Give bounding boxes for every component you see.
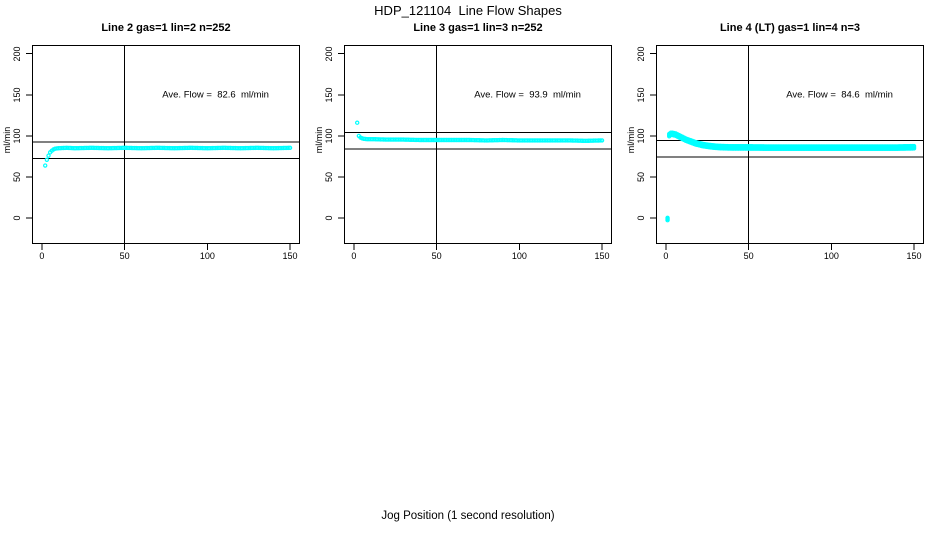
data-point bbox=[911, 146, 917, 151]
y-tick-label: 0 bbox=[12, 215, 22, 221]
y-tick-label: 50 bbox=[324, 172, 334, 183]
y-tick-label: 0 bbox=[636, 215, 646, 221]
x-tick-label: 50 bbox=[743, 251, 754, 261]
x-tick-label: 50 bbox=[431, 251, 442, 261]
panel-title: Line 3 gas=1 lin=3 n=252 bbox=[413, 22, 543, 34]
x-tick-label: 50 bbox=[119, 251, 130, 261]
panel-title: Line 2 gas=1 lin=2 n=252 bbox=[101, 22, 231, 34]
y-tick-label: 50 bbox=[636, 172, 646, 183]
plot-area-svg bbox=[650, 45, 924, 250]
x-tick-label: 100 bbox=[511, 251, 527, 261]
data-point bbox=[44, 157, 50, 162]
y-tick-label: 50 bbox=[12, 172, 22, 183]
flow-data-points bbox=[355, 120, 605, 144]
plot-box bbox=[656, 45, 924, 244]
x-tick-label: 100 bbox=[199, 251, 215, 261]
plot-area-svg bbox=[338, 45, 612, 250]
x-tick-label: 0 bbox=[351, 251, 357, 261]
y-tick-label: 200 bbox=[12, 46, 22, 62]
plot-box bbox=[344, 45, 612, 244]
y-tick-label: 100 bbox=[12, 128, 22, 144]
ave-flow-annotation: Ave. Flow = 84.6 ml/min bbox=[786, 89, 893, 101]
data-point bbox=[355, 120, 360, 125]
plot-panel-1: Line 2 gas=1 lin=2 n=252 ml/min Ave. Flow … bbox=[0, 0, 312, 280]
y-tick-label: 200 bbox=[636, 46, 646, 62]
data-point bbox=[43, 163, 48, 168]
x-axis-title: Jog Position (1 second resolution) bbox=[381, 510, 555, 522]
x-tick-label: 0 bbox=[39, 251, 45, 261]
x-tick-label: 100 bbox=[823, 251, 839, 261]
y-tick-label: 0 bbox=[324, 215, 334, 221]
y-tick-label: 150 bbox=[12, 87, 22, 103]
plot-panel-3: Line 4 (LT) gas=1 lin=4 n=3 ml/min Ave. Fl… bbox=[624, 0, 936, 280]
x-tick-label: 150 bbox=[906, 251, 922, 261]
plot-panel-2: Line 3 gas=1 lin=3 n=252 ml/min Ave. Flow … bbox=[312, 0, 624, 280]
ave-flow-annotation: Ave. Flow = 93.9 ml/min bbox=[474, 89, 581, 101]
panel-title: Line 4 (LT) gas=1 lin=4 n=3 bbox=[719, 22, 861, 34]
y-tick-label: 100 bbox=[636, 128, 646, 144]
data-point bbox=[286, 145, 291, 151]
y-tick-label: 150 bbox=[324, 87, 334, 103]
x-tick-label: 150 bbox=[594, 251, 610, 261]
data-point bbox=[665, 218, 670, 223]
figure-title: HDP_121104 Line Flow Shapes bbox=[374, 3, 562, 18]
x-tick-label: 0 bbox=[663, 251, 669, 261]
plot-box bbox=[32, 45, 300, 244]
plot-area-svg bbox=[26, 45, 300, 250]
y-tick-label: 200 bbox=[324, 46, 334, 62]
ave-flow-annotation: Ave. Flow = 82.6 ml/min bbox=[162, 89, 269, 101]
y-tick-label: 100 bbox=[324, 128, 334, 144]
y-tick-label: 150 bbox=[636, 87, 646, 103]
data-point bbox=[46, 153, 51, 158]
data-point bbox=[287, 145, 293, 151]
x-tick-label: 150 bbox=[282, 251, 298, 261]
flow-data-points bbox=[665, 130, 917, 223]
data-point bbox=[598, 138, 603, 143]
data-point bbox=[599, 138, 605, 143]
flow-data-points bbox=[43, 145, 293, 168]
